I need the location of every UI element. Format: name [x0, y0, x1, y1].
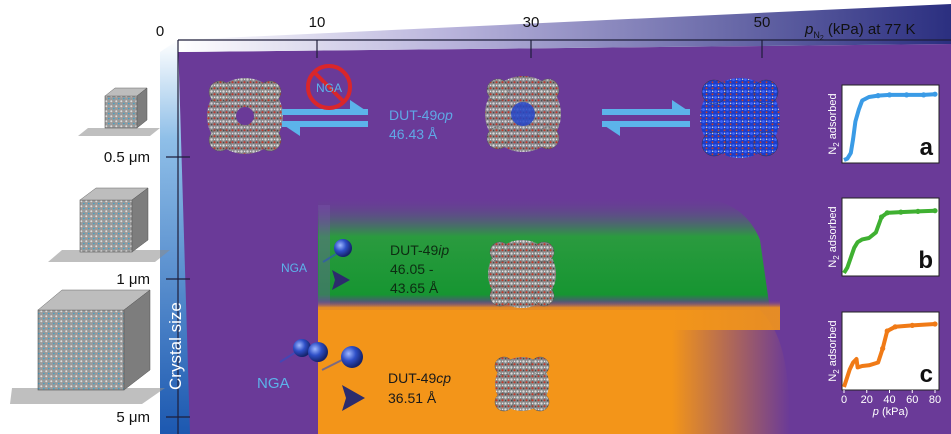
pressure-axis-ticks: 10 30 50: [309, 14, 771, 58]
isotherm-ylabel-rest: adsorbed: [827, 93, 839, 142]
cp-region: [318, 300, 790, 434]
pressure-axis-tick-label: 10: [309, 14, 326, 31]
isotherm-ylabel-rest: adsorbed: [827, 206, 839, 255]
op-structure-empty: [207, 78, 283, 154]
isotherm-point: [915, 208, 921, 214]
isotherm-point: [909, 322, 915, 328]
cp-nga-arrow: [260, 385, 365, 411]
op-structure-filled: [700, 78, 780, 158]
op-equilibrium-arrow-right: [602, 100, 690, 136]
isotherm-point: [892, 324, 898, 330]
cp-phase-value: 36.51 Å: [388, 390, 437, 406]
isotherm-ylabel-sub: 2: [832, 369, 841, 374]
isotherm-point: [932, 91, 938, 97]
isotherm-panel-letter: a: [920, 134, 934, 161]
no-nga-sign: [306, 64, 352, 110]
cp-structure: [494, 356, 550, 412]
ip-nga-arrow: [282, 270, 350, 290]
cp-nga-spheres: [279, 339, 363, 371]
crystal-cube-small: [78, 87, 160, 136]
isotherm-ylabel-n: N: [827, 374, 839, 382]
crystal-size-axis-ticks: 0.5 μm 1 μm 5 μm: [104, 149, 190, 426]
isotherm-point: [880, 345, 886, 352]
isotherm-xtick-label: 60: [906, 394, 918, 406]
isotherm-point: [884, 210, 890, 216]
crystal-size-tick-label: 1 μm: [116, 271, 150, 288]
isotherm-panel: b N2 adsorbed: [827, 197, 940, 277]
isotherm-ylabel: N2 adsorbed: [827, 320, 841, 381]
ip-nga-spheres: [322, 239, 352, 263]
cp-phase-prefix: DUT-49: [388, 370, 436, 386]
cp-phase-suffix: cp: [436, 370, 451, 386]
isotherm-point: [878, 214, 885, 220]
pressure-axis-tick-label: 50: [754, 14, 771, 31]
op-phase-prefix: DUT-49: [389, 107, 437, 123]
op-phase-value: 46.43 Å: [389, 126, 438, 142]
pressure-axis-tick-label: 30: [523, 14, 540, 31]
ip-phase-value-2: 43.65 Å: [390, 280, 439, 296]
pressure-axis-label: pN2 (kPa) at 77 K: [804, 21, 915, 42]
op-nga-label: NGA: [316, 81, 342, 95]
pressure-axis-label-p: p: [804, 21, 813, 38]
isotherm-ylabel-sub: 2: [832, 142, 841, 147]
isotherm-point: [903, 92, 910, 98]
isotherm-ylabel-n: N: [827, 147, 839, 155]
pressure-axis-label-sub: N: [813, 30, 820, 40]
isotherm-xlabel-p: p: [872, 406, 879, 418]
isotherm-ylabel: N2 adsorbed: [827, 206, 841, 267]
isotherm-xtick-label: 20: [861, 394, 873, 406]
isotherm-ylabel-sub: 2: [832, 255, 841, 260]
isotherm-panel-letter: b: [918, 247, 933, 274]
pressure-axis-zero: 0: [156, 23, 164, 40]
op-structure-intermediate: [485, 76, 561, 152]
isotherm-ylabel-rest: adsorbed: [827, 320, 839, 369]
ip-nga-label: NGA: [281, 261, 307, 275]
isotherm-point: [898, 209, 904, 215]
op-equilibrium-arrow-left: [282, 100, 368, 136]
isotherm-point: [921, 92, 927, 98]
isotherm-panel-frame: [841, 84, 940, 164]
cp-phase-name: DUT-49cp: [388, 370, 451, 386]
cp-nga-label: NGA: [257, 375, 290, 392]
isotherm-point: [932, 208, 938, 214]
ip-phase-value-1: 46.05 -: [390, 261, 434, 277]
isotherm-xtick-label: 80: [929, 394, 941, 406]
isotherm-point: [886, 92, 893, 98]
isotherm-point: [875, 93, 881, 99]
isotherm-ylabel-n: N: [827, 260, 839, 268]
isotherm-panel: c N2 adsorbed: [827, 311, 940, 391]
ip-structure: [488, 240, 556, 308]
op-phase-name: DUT-49op: [389, 107, 453, 123]
isotherm-point: [884, 328, 890, 334]
isotherm-panel-letter: c: [920, 361, 933, 388]
isotherm-ylabel: N2 adsorbed: [827, 93, 841, 154]
isotherm-point: [932, 321, 938, 327]
isotherm-xlabel: p (kPa): [872, 406, 908, 418]
crystal-size-axis-wedge: [160, 40, 190, 434]
ip-phase-name: DUT-49ip: [390, 242, 449, 258]
ip-phase-prefix: DUT-49: [390, 242, 438, 258]
crystal-cube-medium: [48, 187, 170, 262]
crystal-size-tick-label: 0.5 μm: [104, 149, 150, 166]
isotherm-xtick-label: 0: [841, 394, 847, 406]
isotherm-xtick-label: 40: [883, 394, 895, 406]
ip-phase-suffix: ip: [438, 242, 449, 258]
pressure-axis-label-rest: (kPa) at 77 K: [824, 21, 916, 38]
crystal-cube-large: [10, 289, 165, 404]
op-phase-suffix: op: [437, 107, 453, 123]
crystal-size-tick-label: 5 μm: [116, 409, 150, 426]
pressure-axis-label-sub2: 2: [820, 35, 824, 42]
isotherm-panel: a N2 adsorbed: [827, 84, 940, 164]
crystal-size-axis-title: Crystal size: [166, 302, 185, 390]
isotherm-xlabel-rest: (kPa): [879, 406, 908, 418]
